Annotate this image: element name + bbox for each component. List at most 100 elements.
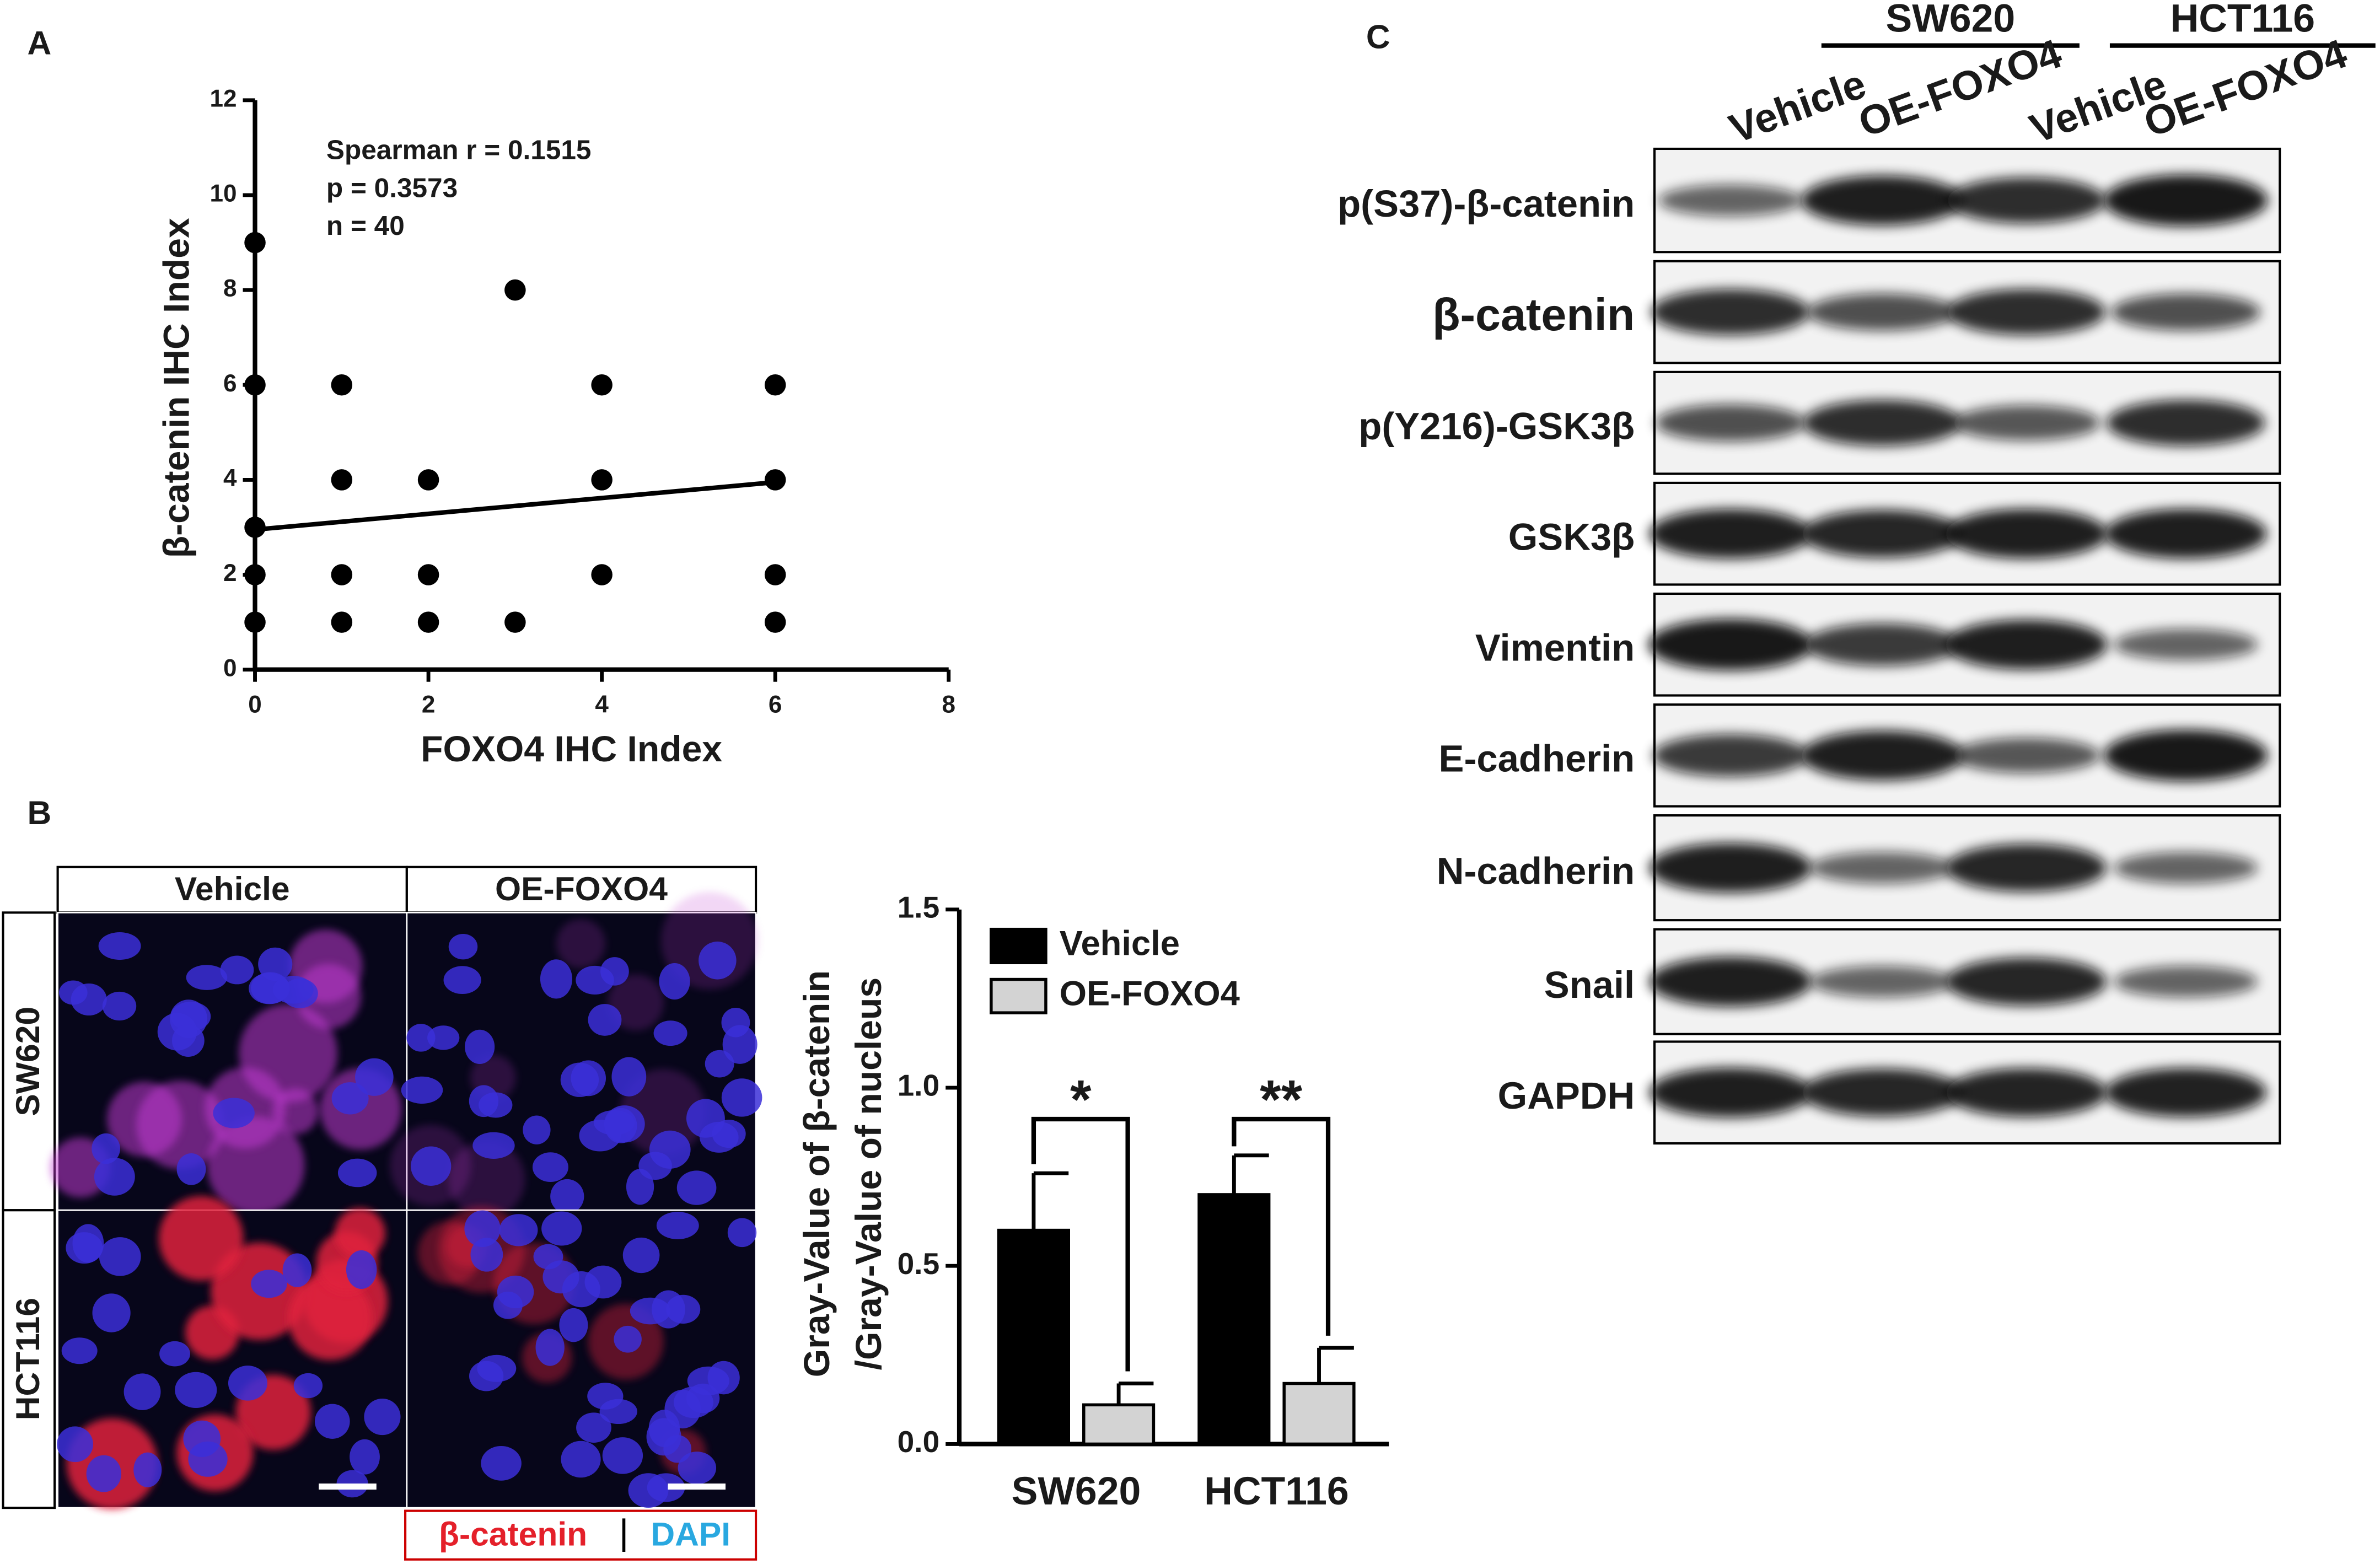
nucleus (602, 1437, 643, 1474)
nucleus (614, 1325, 642, 1353)
nucleus (443, 966, 481, 995)
nucleus (576, 1412, 611, 1443)
nucleus (653, 1020, 687, 1046)
nucleus (649, 1130, 691, 1169)
significance-bracket (1232, 1116, 1331, 1336)
nucleus (175, 1372, 217, 1409)
y-axis-label: Gray-Value of β-catenin (797, 970, 837, 1377)
nucleus (604, 1105, 645, 1143)
bar (1082, 1403, 1156, 1446)
y-tick-label: 6 (223, 370, 237, 397)
band (1803, 400, 1962, 446)
y-tick-label: 1.0 (898, 1068, 940, 1103)
protein-label: GAPDH (1498, 1074, 1635, 1117)
band (1651, 289, 1810, 335)
nucleus (599, 1399, 637, 1425)
cytoplasm-stain (448, 1141, 525, 1218)
point (417, 611, 439, 633)
panel-label: B (28, 794, 52, 831)
nucleus (401, 1076, 443, 1104)
nucleus (588, 1004, 622, 1036)
nucleus (622, 1237, 660, 1273)
legend-label: Vehicle (1060, 925, 1180, 963)
nucleus (251, 1270, 287, 1298)
nucleus (464, 1210, 501, 1248)
nucleus (355, 1058, 394, 1096)
nucleus (560, 1062, 599, 1097)
protein-label: p(Y216)-GSK3β (1358, 405, 1635, 447)
cytoplasm-stain (207, 1116, 305, 1214)
point (331, 611, 353, 633)
point (331, 469, 353, 491)
point (591, 374, 613, 396)
band (1945, 508, 2108, 559)
band (1802, 509, 1963, 558)
protein-label: E-cadherin (1439, 737, 1635, 780)
y-tick-label: 4 (223, 465, 237, 492)
nucleus (186, 965, 228, 990)
y-tick-label: 2 (223, 560, 237, 587)
nucleus (213, 1098, 255, 1128)
y-axis-label: β-catenin IHC Index (156, 218, 197, 558)
nucleus (630, 1297, 671, 1325)
cytoplasm-stain (158, 1196, 244, 1281)
band (2104, 508, 2267, 559)
cytoplasm-stain (335, 1208, 385, 1259)
protein-label: N-cadherin (1437, 850, 1635, 892)
panel-label: C (1366, 18, 1390, 56)
y-tick-label: 8 (223, 275, 237, 302)
nucleus (66, 1232, 103, 1264)
band (2106, 400, 2265, 446)
point (244, 232, 266, 254)
nucleus (721, 1008, 750, 1038)
panel-label: A (28, 24, 52, 62)
nucleus (656, 1212, 699, 1239)
row-header-box (2, 1209, 56, 1509)
band (1810, 966, 1954, 998)
nucleus (123, 1373, 161, 1410)
nucleus (472, 1132, 515, 1159)
y-axis-label: /Gray-Value of nucleus (848, 977, 889, 1370)
x-axis-label: FOXO4 IHC Index (421, 729, 722, 770)
point (764, 374, 786, 396)
band (1649, 508, 1812, 559)
nucleus (465, 1029, 495, 1065)
point (331, 374, 353, 396)
nucleus (448, 934, 478, 960)
point (504, 611, 526, 633)
bar (1197, 1193, 1271, 1446)
x-tick-label: 0 (248, 691, 261, 718)
annotation: Spearman r = 0.1515 (326, 135, 592, 165)
nucleus (559, 1308, 588, 1342)
cytoplasm-stain (288, 1276, 372, 1361)
band (1804, 623, 1960, 666)
nucleus (481, 1445, 522, 1481)
group-label: HCT116 (2171, 0, 2315, 40)
point (417, 564, 439, 585)
column-header: Vehicle (175, 870, 290, 907)
nucleus (282, 1253, 312, 1287)
point (417, 469, 439, 491)
nucleus (406, 1024, 436, 1052)
y-tick-label: 1.5 (898, 890, 940, 924)
nucleus (664, 1389, 701, 1429)
band (2103, 174, 2268, 227)
nucleus (561, 1441, 601, 1478)
band (1656, 404, 1806, 442)
nucleus (102, 991, 137, 1021)
nucleus (350, 1439, 380, 1475)
stain-legend: DAPI (651, 1515, 730, 1552)
band (1649, 956, 1812, 1007)
nucleus (346, 1250, 377, 1289)
nucleus (176, 1153, 206, 1185)
band (1947, 289, 2106, 335)
group-label: SW620 (1886, 0, 2016, 40)
x-tick-label: 8 (942, 691, 955, 718)
y-tick-label: 0.0 (898, 1425, 940, 1459)
annotation: n = 40 (326, 210, 405, 241)
nucleus (92, 1133, 120, 1164)
nucleus (58, 980, 88, 1005)
nucleus (584, 1265, 622, 1299)
nucleus (98, 932, 141, 960)
